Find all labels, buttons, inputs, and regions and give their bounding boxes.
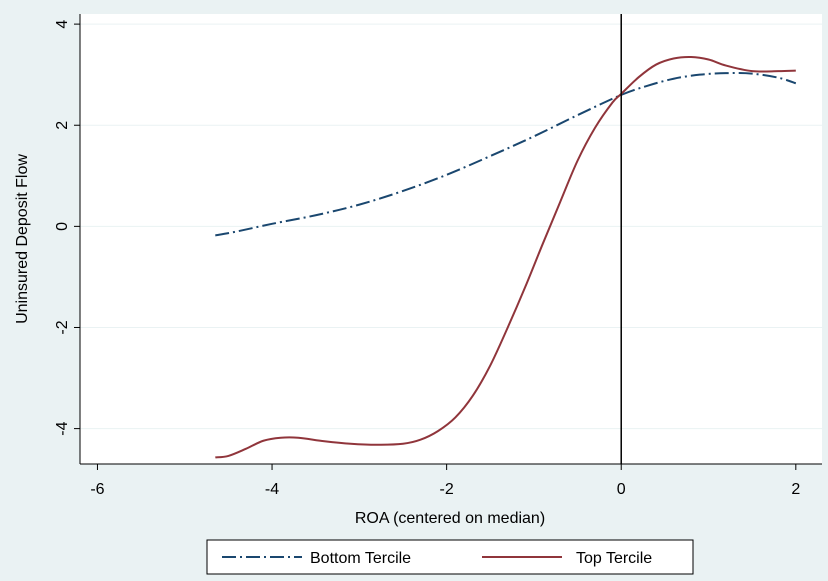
- x-axis-label: ROA (centered on median): [355, 510, 545, 527]
- x-tick-label: -4: [265, 481, 279, 498]
- x-tick-label: -6: [90, 481, 104, 498]
- axes: [79, 14, 822, 465]
- y-tick-label: 2: [54, 121, 71, 130]
- y-ticks: -4 -2 0 2 4: [54, 20, 80, 436]
- y-tick-label: -2: [54, 320, 71, 334]
- plot-area: [80, 14, 822, 464]
- series-line-1: [215, 55, 796, 459]
- x-tick-label: 0: [617, 481, 626, 498]
- x-tick-label: -2: [440, 481, 454, 498]
- y-tick-label: 4: [54, 20, 71, 29]
- legend-label-top-tercile: Top Tercile: [576, 550, 652, 567]
- x-tick-label: 2: [791, 481, 800, 498]
- y-tick-label: -4: [54, 421, 71, 435]
- legend-label-bottom-tercile: Bottom Tercile: [310, 550, 411, 567]
- series-layer: [215, 55, 797, 459]
- x-ticks: -6 -4 -2 0 2: [90, 464, 800, 498]
- series-line-0: [215, 72, 797, 237]
- y-tick-label: 0: [54, 222, 71, 231]
- y-axis-label: Uninsured Deposit Flow: [14, 154, 31, 324]
- legend: Bottom Tercile Top Tercile: [206, 539, 694, 575]
- grid-lines: [80, 23, 822, 430]
